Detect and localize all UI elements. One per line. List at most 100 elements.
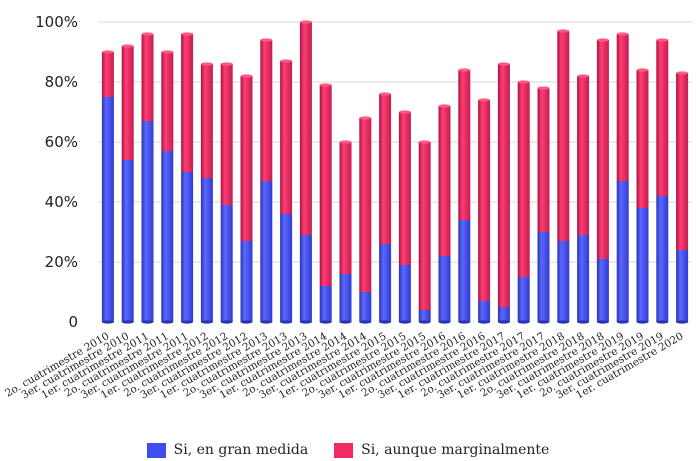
legend-swatch-blue <box>146 442 166 458</box>
bar-cap <box>438 104 451 108</box>
y-tick-label: 40% <box>45 193 78 211</box>
bar-segment-gran-medida <box>497 307 510 322</box>
y-tick-label: 0 <box>68 313 78 331</box>
bar-cap <box>458 68 471 72</box>
bar-segment-gran-medida <box>557 241 570 322</box>
bar-segment-marginalmente <box>319 85 332 286</box>
bar-segment-marginalmente <box>497 64 510 307</box>
bar-cap <box>418 140 431 144</box>
bar-cap <box>141 32 154 36</box>
bar-segment-marginalmente <box>379 94 392 244</box>
bar-segment-marginalmente <box>101 52 114 97</box>
bar-segment-gran-medida <box>458 220 471 322</box>
y-axis: 0 20% 40% 60% 80% 100% <box>35 13 78 331</box>
bar-cap <box>596 38 609 42</box>
bar-segment-gran-medida <box>656 196 669 322</box>
y-tick-label: 20% <box>45 253 78 271</box>
bar-segment-gran-medida <box>299 235 312 322</box>
bar-cap <box>339 140 352 144</box>
y-tick-label: 100% <box>35 13 78 31</box>
bar-cap <box>200 62 213 66</box>
bar-base <box>181 320 194 324</box>
bar-cap <box>240 74 253 78</box>
bar-segment-marginalmente <box>656 40 669 196</box>
legend: Si, en gran medida Si, aunque marginalme… <box>0 439 696 461</box>
bar-cap <box>359 116 372 120</box>
bar-segment-gran-medida <box>359 292 372 322</box>
bar-cap <box>181 32 194 36</box>
bar-cap <box>616 32 629 36</box>
bar-cap <box>280 59 293 63</box>
bar-segment-gran-medida <box>577 235 590 322</box>
bar-base <box>616 320 629 324</box>
stacked-bar-chart: 0 20% 40% 60% 80% 100% 2o. cuatrimestre 20103… <box>3 13 692 402</box>
bar-base <box>101 320 114 324</box>
bar-cap <box>299 20 312 24</box>
bar-cap <box>517 80 530 84</box>
gridlines <box>98 21 692 263</box>
legend-item-marginalmente: Si, aunque marginalmente <box>334 442 549 458</box>
bar-base <box>517 320 530 324</box>
bar-cap <box>497 62 510 66</box>
bar-base <box>299 320 312 324</box>
bar-segment-marginalmente <box>240 76 253 241</box>
bar-cap <box>161 50 174 54</box>
bar-base <box>319 320 332 324</box>
bar-segment-marginalmente <box>141 34 154 121</box>
bar-cap <box>220 62 233 66</box>
bar-segment-marginalmente <box>280 61 293 214</box>
bar-segment-gran-medida <box>379 244 392 322</box>
bar-cap <box>676 71 689 75</box>
bar-base <box>339 320 352 324</box>
bar-base <box>161 320 174 324</box>
bar-segment-gran-medida <box>398 265 411 322</box>
bar-base <box>478 320 491 324</box>
bar-base <box>280 320 293 324</box>
bar-base <box>676 320 689 324</box>
y-tick-label: 60% <box>45 133 78 151</box>
bar-base <box>438 320 451 324</box>
bar-base <box>200 320 213 324</box>
bar-base <box>121 320 134 324</box>
bar-cap <box>379 92 392 96</box>
bar-segment-gran-medida <box>517 277 530 322</box>
bar-segment-gran-medida <box>260 181 273 322</box>
bar-base <box>596 320 609 324</box>
bar-segment-marginalmente <box>260 40 273 181</box>
legend-label: Si, en gran medida <box>173 442 309 458</box>
bar-segment-marginalmente <box>359 118 372 292</box>
legend-label: Si, aunque marginalmente <box>361 442 550 458</box>
bar-segment-gran-medida <box>438 256 451 322</box>
bar-segment-gran-medida <box>596 259 609 322</box>
bar-segment-gran-medida <box>181 172 194 322</box>
bar-segment-gran-medida <box>200 178 213 322</box>
legend-item-gran-medida: Si, en gran medida <box>146 442 309 458</box>
bar-segment-marginalmente <box>398 112 411 265</box>
bar-base <box>537 320 550 324</box>
bar-base <box>379 320 392 324</box>
bar-cap <box>537 86 550 90</box>
bar-segment-gran-medida <box>220 205 233 322</box>
bar-base <box>497 320 510 324</box>
bar-cap <box>121 44 134 48</box>
bar-segment-gran-medida <box>418 310 431 322</box>
bar-segment-marginalmente <box>557 31 570 241</box>
bar-base <box>359 320 372 324</box>
bar-segment-marginalmente <box>418 142 431 310</box>
bar-segment-gran-medida <box>636 208 649 322</box>
bar-segment-marginalmente <box>438 106 451 256</box>
bar-segment-marginalmente <box>200 64 213 178</box>
bar-segment-gran-medida <box>240 241 253 322</box>
bar-base <box>557 320 570 324</box>
bar-base <box>240 320 253 324</box>
bar-segment-gran-medida <box>478 301 491 322</box>
bar-base <box>220 320 233 324</box>
bar-base <box>398 320 411 324</box>
bar-segment-gran-medida <box>101 97 114 322</box>
bar-cap <box>557 29 570 33</box>
bar-segment-marginalmente <box>596 40 609 259</box>
bar-segment-gran-medida <box>339 274 352 322</box>
bar-base <box>636 320 649 324</box>
y-tick-label: 80% <box>45 73 78 91</box>
